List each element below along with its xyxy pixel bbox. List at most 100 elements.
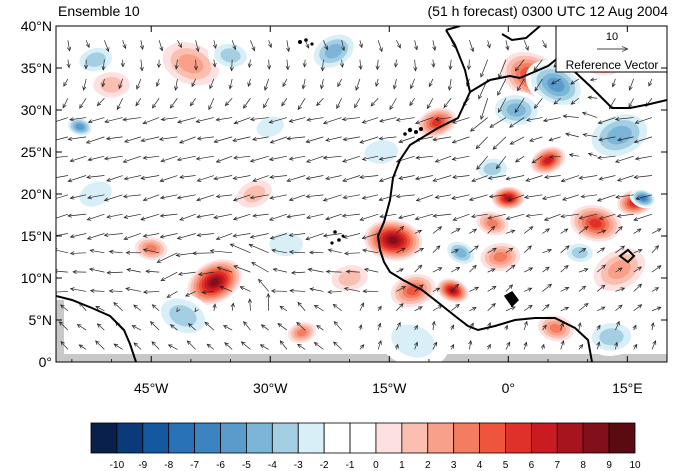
anomaly-blob: [207, 39, 254, 72]
wind-vector: [570, 78, 580, 85]
anomaly-blob: [152, 291, 214, 340]
wind-vector: [578, 213, 598, 220]
wind-vector: [260, 324, 269, 331]
colorbar-label: -6: [216, 460, 225, 471]
color-bar: -10 -9 -8 -7 -6 -5 -4 -3 -2 -1 0 1 2 3 4 5 6 7 8 9 10: [90, 422, 641, 471]
wind-vector: [82, 78, 87, 91]
lat-tick-label: 20°N: [21, 186, 52, 202]
colorbar-swatch: [375, 422, 403, 454]
lat-tick-label: 15°N: [21, 228, 52, 244]
wind-vector: [249, 155, 269, 163]
wind-vector: [615, 304, 623, 312]
wind-vector: [196, 232, 214, 238]
wind-vector: [505, 40, 510, 51]
colorbar-label: -5: [242, 460, 251, 471]
wind-vector: [142, 248, 160, 254]
wind-vector: [322, 233, 342, 238]
anomaly-contour: [607, 125, 632, 145]
missing-data-left: [56, 300, 64, 362]
wind-vector: [124, 136, 142, 143]
wind-vector: [452, 213, 470, 221]
wind-vector: [145, 269, 160, 274]
wind-vector: [633, 266, 642, 273]
wind-vector: [142, 155, 160, 160]
wind-vector: [598, 213, 616, 220]
colorbar-swatch: [608, 422, 636, 454]
south-america-coastline: [56, 295, 137, 362]
wind-vector: [269, 136, 288, 144]
wind-vector: [553, 97, 561, 105]
wind-vector: [323, 40, 328, 51]
wind-vector: [118, 78, 123, 90]
wind-vector: [498, 98, 507, 113]
wind-vector: [628, 78, 634, 91]
wind-vector: [468, 340, 473, 350]
wind-vector: [362, 248, 379, 254]
wind-vector: [398, 136, 415, 144]
wind-vector: [268, 213, 288, 221]
wind-vector: [492, 136, 507, 150]
wind-vector: [219, 286, 233, 292]
wind-vector: [215, 233, 233, 241]
wind-vector: [633, 283, 643, 292]
wind-vector: [176, 155, 196, 162]
anomaly-blob: [436, 278, 469, 303]
colorbar-swatch: [90, 422, 118, 454]
wind-vector: [192, 251, 214, 256]
lon-tick-label: 0°: [502, 380, 515, 396]
wind-vector: [177, 271, 196, 276]
wind-vector: [396, 321, 401, 331]
wind-vector: [247, 78, 252, 88]
wind-vector: [633, 343, 638, 350]
wind-vector: [451, 194, 470, 200]
lat-tick-label: 5°N: [29, 312, 53, 328]
wind-vector: [123, 213, 141, 219]
wind-vector: [598, 136, 616, 142]
wind-vector: [358, 59, 363, 70]
anomaly-contour: [364, 140, 399, 164]
wind-vector: [450, 266, 461, 273]
anomaly-contour: [391, 324, 435, 358]
wind-vector: [176, 194, 196, 200]
wind-vector: [123, 175, 141, 181]
wind-vector: [86, 213, 105, 221]
wind-vector: [497, 78, 507, 96]
wind-vector: [410, 78, 415, 90]
anomaly-blob: [236, 180, 272, 208]
wind-vector: [487, 268, 496, 273]
wind-vector: [450, 303, 460, 312]
wind-vector: [333, 341, 342, 350]
wind-vector: [617, 175, 634, 182]
wind-vector: [309, 287, 324, 292]
wind-vector: [596, 194, 616, 202]
wind-vector: [252, 175, 269, 182]
lat-tick-label: 25°N: [21, 144, 52, 160]
wind-vector: [395, 117, 415, 122]
wind-vector: [525, 175, 543, 182]
wind-vector: [309, 250, 324, 255]
wind-vector: [480, 59, 488, 78]
wind-vector: [550, 78, 561, 85]
wind-vector: [232, 175, 251, 181]
wind-vector: [486, 343, 491, 350]
wind-vector: [140, 175, 160, 180]
wind-vector: [277, 323, 288, 331]
wind-vector: [598, 175, 616, 181]
anomaly-blob: [354, 132, 409, 172]
wind-vector: [251, 262, 269, 273]
wind-vector: [542, 248, 553, 254]
wind-vector: [650, 322, 655, 331]
anomaly-contour: [256, 116, 284, 138]
wind-vector: [69, 117, 87, 122]
wind-vector: [189, 98, 196, 107]
wind-vector: [62, 98, 69, 109]
wind-vector: [635, 194, 653, 201]
wind-vector: [125, 250, 141, 255]
wind-vector: [76, 324, 87, 331]
anomaly-contour: [178, 54, 204, 74]
wind-vector: [578, 175, 598, 180]
wind-vector: [305, 233, 324, 241]
wind-vector: [151, 304, 160, 312]
wind-vector: [529, 136, 543, 142]
